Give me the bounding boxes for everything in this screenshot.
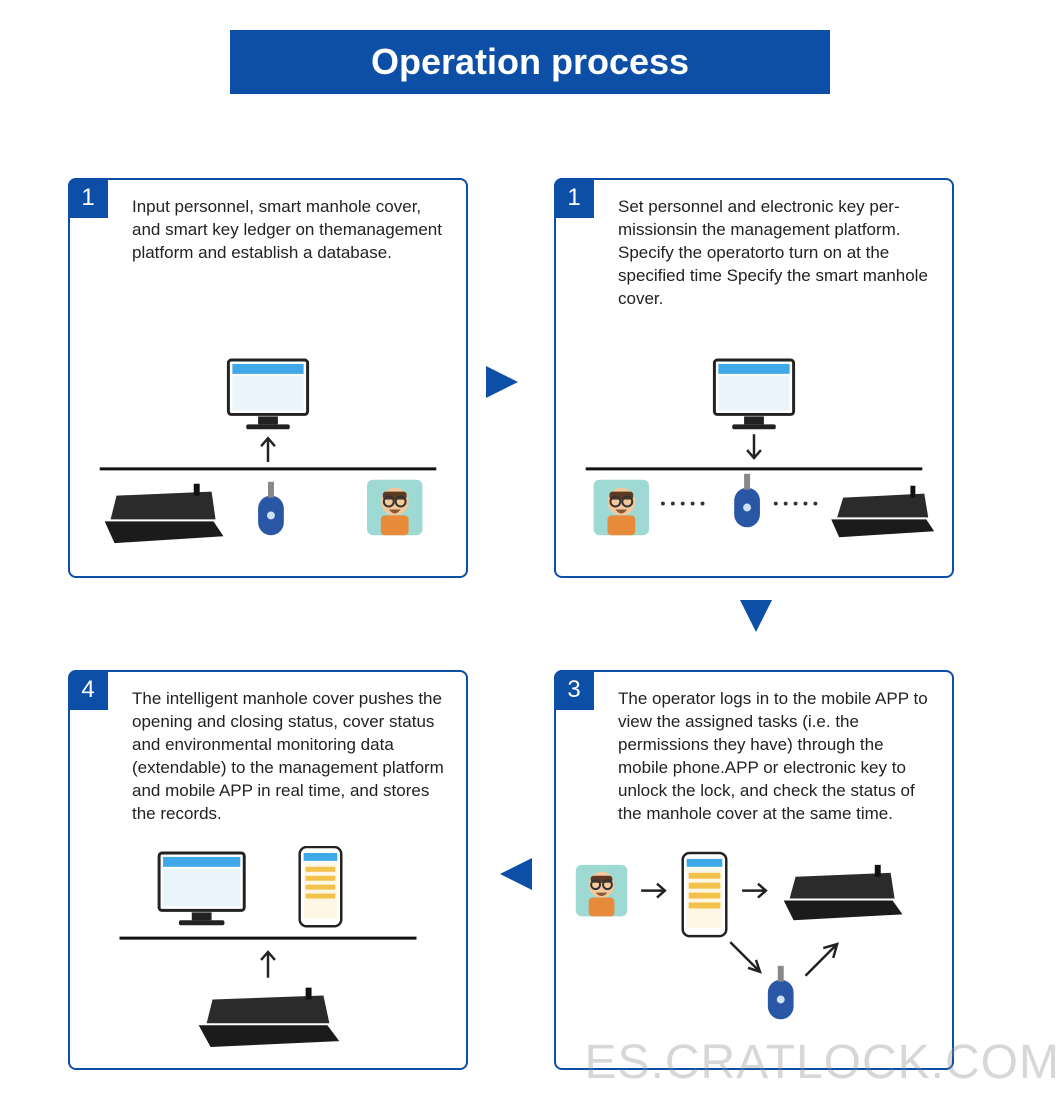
smart-key-icon [768,966,794,1019]
arrow-diagonal-icon [730,942,760,972]
smart-key-icon [258,482,284,535]
manhole-cover-icon [831,486,934,537]
person-avatar-icon [594,480,649,535]
step-badge-3: 3 [554,670,594,710]
mobile-phone-icon [683,853,727,936]
watermark-text: ES.CRATLOCK.COM [585,1035,1060,1090]
step-illustration-1 [70,354,466,564]
flow-arrow-right-icon [482,362,536,402]
step-illustration-2 [556,354,952,564]
person-avatar-icon [367,480,422,535]
step-card-4: 4 The intelligent manhole cover pushes t… [68,670,468,1070]
arrow-down-icon [747,434,761,458]
step-text-4: The intelligent manhole cover pushes the… [84,684,452,826]
step-badge-4: 4 [68,670,108,710]
arrow-right-icon [742,884,766,898]
step-text-2: Set personnel and electronic key per-mis… [570,192,938,311]
step-badge-2: 1 [554,178,594,218]
arrow-up-icon [261,438,275,462]
monitor-icon [159,853,244,925]
step-illustration-3 [556,846,952,1056]
step-card-3: 3 The operator logs in to the mobile APP… [554,670,954,1070]
page-title: Operation process [371,41,689,83]
step-illustration-4 [70,846,466,1056]
title-bar: Operation process [230,30,830,94]
manhole-cover-icon [784,865,903,920]
arrow-up-icon [261,952,275,978]
person-avatar-icon [576,865,627,916]
arrow-diagonal-icon [805,944,837,976]
manhole-cover-icon [199,988,340,1047]
monitor-icon [714,360,793,429]
smart-key-icon [734,474,760,527]
step-card-2: 1 Set personnel and electronic key per-m… [554,178,954,578]
manhole-cover-icon [105,484,224,543]
monitor-icon [228,360,307,429]
step-card-1: 1 Input personnel, smart manhole cover, … [68,178,468,578]
dots-icon [774,502,818,506]
flow-arrow-left-icon [482,854,536,894]
step-badge-1: 1 [68,178,108,218]
arrow-right-icon [641,884,665,898]
step-text-1: Input personnel, smart manhole cover, an… [84,192,452,265]
mobile-phone-icon [300,847,342,926]
step-text-3: The operator logs in to the mobile APP t… [570,684,938,826]
dots-icon [661,502,705,506]
flow-arrow-down-icon [736,596,776,650]
